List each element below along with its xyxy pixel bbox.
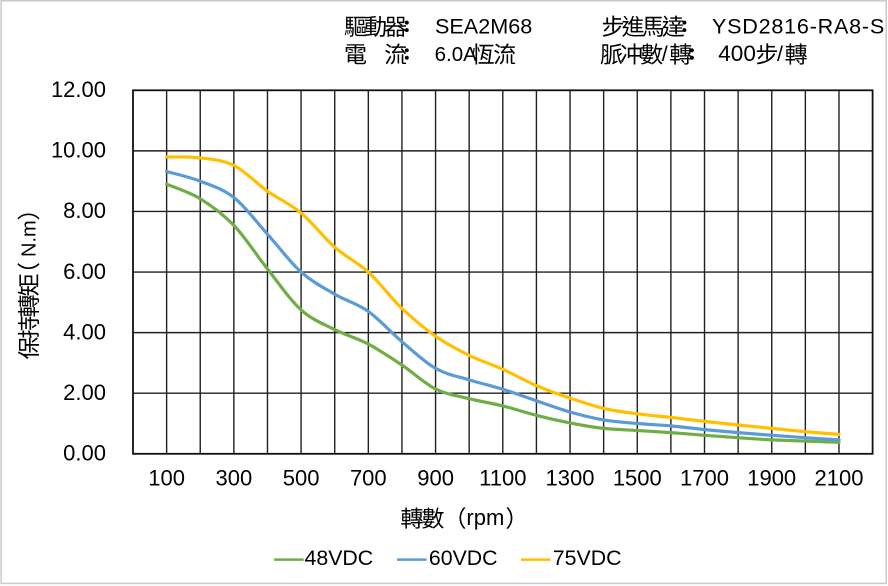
svg-text:N.m: N.m <box>19 220 41 257</box>
svg-text:500: 500 <box>283 465 320 490</box>
svg-text:75VDC: 75VDC <box>553 546 622 570</box>
svg-text:1500: 1500 <box>613 465 662 490</box>
svg-text:60VDC: 60VDC <box>429 546 498 570</box>
svg-text:YSD2816-RA8-S: YSD2816-RA8-S <box>712 14 885 39</box>
svg-text:700: 700 <box>350 465 387 490</box>
svg-text:rpm: rpm <box>466 505 504 530</box>
svg-text:2100: 2100 <box>815 465 864 490</box>
svg-text:SEA2M68: SEA2M68 <box>435 14 532 39</box>
svg-text:8.00: 8.00 <box>63 198 106 223</box>
svg-text:12.00: 12.00 <box>51 77 106 102</box>
svg-text:300: 300 <box>216 465 253 490</box>
svg-text:1100: 1100 <box>479 465 526 490</box>
svg-text:1900: 1900 <box>747 465 796 490</box>
svg-text:/: / <box>777 42 783 66</box>
svg-text:100: 100 <box>148 465 185 490</box>
svg-text:900: 900 <box>417 465 454 490</box>
svg-text:4.00: 4.00 <box>63 319 106 344</box>
svg-text:2.00: 2.00 <box>63 380 106 405</box>
svg-text:6.00: 6.00 <box>63 259 106 284</box>
svg-text:400: 400 <box>718 41 756 66</box>
svg-text:0.00: 0.00 <box>63 441 106 466</box>
svg-text:1700: 1700 <box>680 465 729 490</box>
svg-text:1300: 1300 <box>546 465 595 490</box>
svg-text:6.0A: 6.0A <box>435 43 477 66</box>
svg-text:/: / <box>662 42 668 66</box>
svg-text:48VDC: 48VDC <box>305 546 374 570</box>
svg-text:10.00: 10.00 <box>51 138 106 163</box>
